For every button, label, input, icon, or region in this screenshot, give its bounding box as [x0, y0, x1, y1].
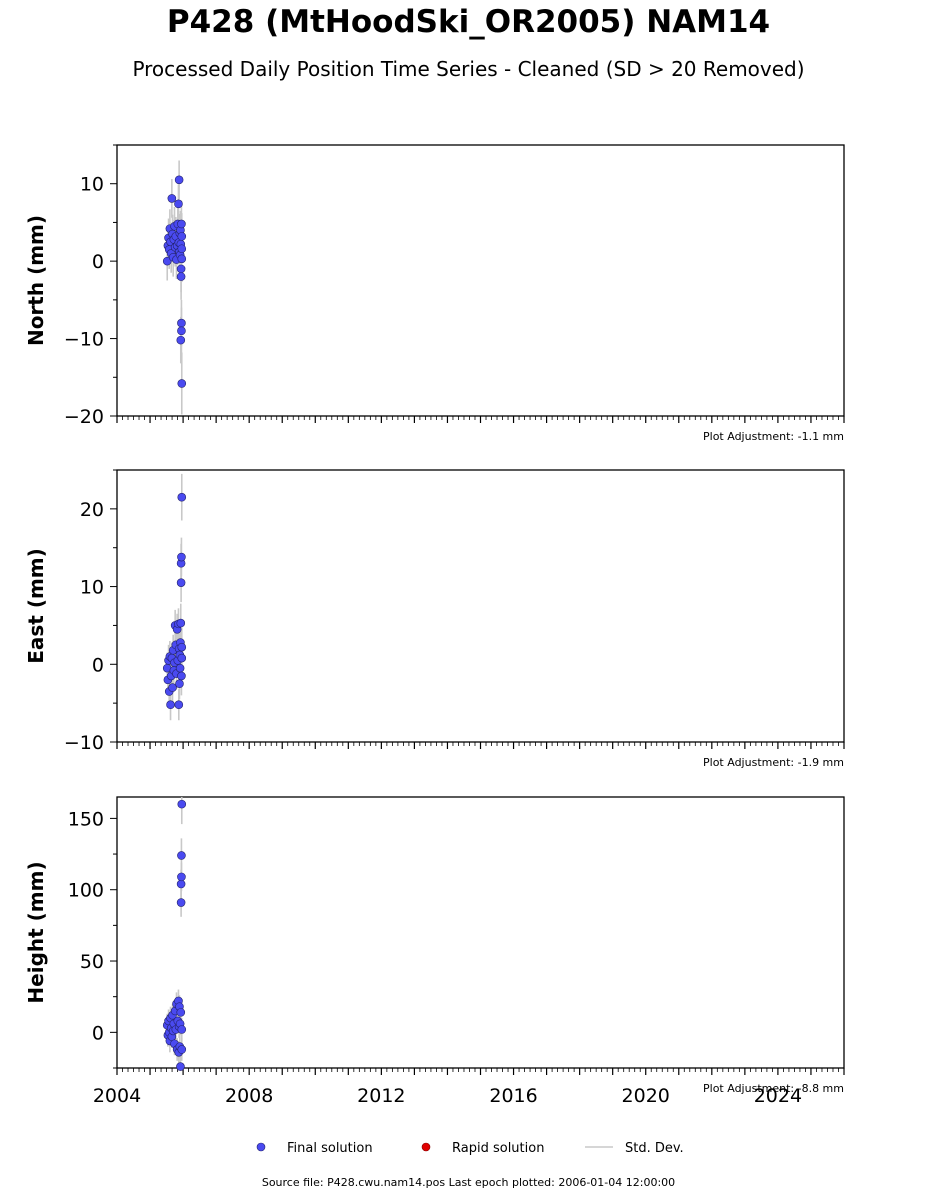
- y-tick-label: 10: [80, 577, 104, 599]
- data-point: [174, 700, 184, 709]
- y-tick-label: 0: [92, 654, 104, 676]
- data-point: [177, 244, 187, 254]
- y-axis-label: Height (mm): [24, 861, 48, 1003]
- plot-frame: [116, 796, 845, 1069]
- chart-subtitle: Processed Daily Position Time Series - C…: [132, 57, 805, 81]
- data-point: [177, 318, 186, 328]
- x-tick-label: 2004: [93, 1085, 141, 1107]
- plot-adjustment-label: Plot Adjustment: -8.8 mm: [703, 1082, 844, 1095]
- x-tick-label: 2008: [225, 1085, 273, 1107]
- legend-stddev-label: Std. Dev.: [625, 1141, 684, 1156]
- data-point: [174, 175, 184, 185]
- x-tick-label: 2024: [754, 1085, 802, 1107]
- data-point: [177, 1025, 187, 1034]
- data-point: [177, 326, 186, 336]
- y-tick-label: 10: [80, 174, 104, 196]
- data-point: [176, 1062, 185, 1071]
- data-point: [176, 335, 186, 345]
- data-point: [166, 700, 175, 709]
- data-point: [177, 219, 186, 229]
- data-point: [177, 1045, 187, 1054]
- y-axis-label: North (mm): [24, 215, 48, 346]
- plot-frame: [116, 144, 845, 417]
- y-tick-label: −10: [64, 732, 104, 754]
- data-point: [177, 799, 187, 809]
- data-point: [177, 492, 187, 502]
- x-tick-label: 2020: [622, 1085, 670, 1107]
- y-tick-label: 100: [68, 880, 104, 902]
- data-point: [176, 264, 186, 274]
- data-point: [177, 872, 186, 882]
- data-point: [176, 618, 186, 628]
- x-tick-label: 2012: [357, 1085, 405, 1107]
- y-tick-label: 20: [80, 499, 104, 521]
- data-point: [176, 272, 186, 281]
- y-tick-label: 150: [68, 808, 104, 830]
- data-point: [177, 379, 187, 388]
- y-tick-label: 0: [92, 1022, 104, 1044]
- data-point: [177, 653, 187, 663]
- y-tick-label: −10: [64, 329, 104, 351]
- legend-rapid-marker: [421, 1142, 431, 1152]
- data-point: [177, 851, 186, 860]
- y-tick-label: −20: [64, 406, 104, 428]
- data-point: [174, 199, 183, 209]
- plot-adjustment-label: Plot Adjustment: -1.9 mm: [703, 756, 844, 769]
- legend-rapid-label: Rapid solution: [452, 1141, 544, 1156]
- data-point: [177, 254, 187, 264]
- data-point: [167, 194, 177, 203]
- data-point: [177, 552, 186, 562]
- chart-title: P428 (MtHoodSki_OR2005) NAM14: [166, 4, 771, 40]
- data-point: [177, 671, 186, 681]
- data-point: [175, 679, 184, 689]
- data-point: [176, 578, 186, 587]
- y-tick-label: 0: [92, 251, 104, 273]
- plot-frame: [116, 469, 845, 743]
- data-point: [176, 898, 186, 907]
- data-point: [162, 256, 172, 266]
- y-tick-label: 50: [80, 951, 104, 973]
- data-point: [176, 1008, 186, 1017]
- data-point: [175, 663, 185, 673]
- data-point: [177, 642, 187, 652]
- plot-adjustment-label: Plot Adjustment: -1.1 mm: [703, 430, 844, 443]
- legend-final-label: Final solution: [287, 1141, 373, 1156]
- data-point: [177, 232, 187, 241]
- y-axis-label: East (mm): [24, 548, 48, 664]
- data-point: [168, 683, 177, 692]
- data-point: [176, 879, 186, 889]
- source-footer: Source file: P428.cwu.nam14.pos Last epo…: [261, 1176, 676, 1189]
- x-tick-label: 2016: [489, 1085, 537, 1107]
- legend-final-marker: [256, 1142, 266, 1152]
